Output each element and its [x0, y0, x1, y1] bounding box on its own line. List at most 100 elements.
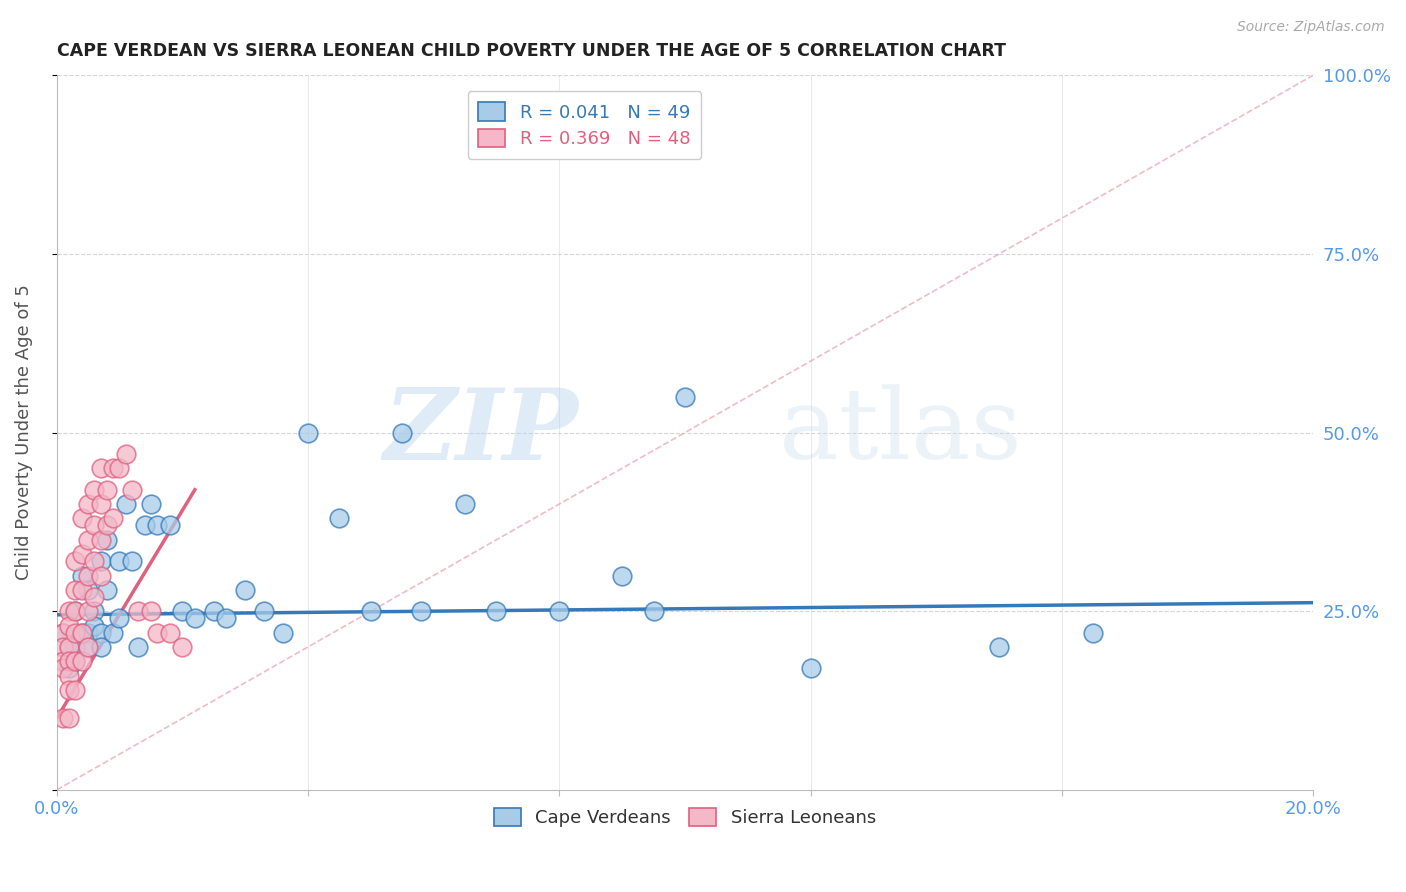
- Point: [800, 661, 823, 675]
- Point: [65, 640, 87, 654]
- Point: [271, 625, 294, 640]
- Point: [65, 554, 87, 568]
- Point: [77, 640, 100, 654]
- Point: [988, 640, 1011, 654]
- Text: ZIP: ZIP: [382, 384, 578, 481]
- Point: [146, 518, 169, 533]
- Point: [96, 483, 118, 497]
- Point: [58, 640, 80, 654]
- Point: [297, 425, 319, 440]
- Point: [70, 654, 93, 668]
- Point: [77, 625, 100, 640]
- Point: [77, 568, 100, 582]
- Point: [70, 625, 93, 640]
- Point: [83, 604, 105, 618]
- Point: [360, 604, 382, 618]
- Point: [108, 611, 131, 625]
- Point: [52, 625, 75, 640]
- Point: [673, 390, 696, 404]
- Point: [70, 625, 93, 640]
- Point: [101, 461, 124, 475]
- Point: [172, 604, 194, 618]
- Point: [65, 625, 87, 640]
- Point: [52, 661, 75, 675]
- Point: [58, 604, 80, 618]
- Point: [58, 668, 80, 682]
- Point: [90, 625, 112, 640]
- Point: [454, 497, 477, 511]
- Point: [90, 497, 112, 511]
- Point: [146, 625, 169, 640]
- Point: [253, 604, 276, 618]
- Point: [134, 518, 156, 533]
- Point: [90, 554, 112, 568]
- Point: [328, 511, 350, 525]
- Point: [409, 604, 432, 618]
- Point: [1083, 625, 1105, 640]
- Point: [96, 582, 118, 597]
- Text: atlas: atlas: [779, 384, 1022, 481]
- Point: [643, 604, 665, 618]
- Point: [90, 461, 112, 475]
- Legend: Cape Verdeans, Sierra Leoneans: Cape Verdeans, Sierra Leoneans: [486, 801, 883, 835]
- Point: [159, 625, 181, 640]
- Point: [108, 461, 131, 475]
- Point: [52, 654, 75, 668]
- Point: [77, 640, 100, 654]
- Point: [127, 604, 149, 618]
- Point: [139, 604, 162, 618]
- Point: [610, 568, 633, 582]
- Point: [65, 582, 87, 597]
- Point: [114, 497, 136, 511]
- Point: [159, 518, 181, 533]
- Point: [70, 568, 93, 582]
- Point: [65, 682, 87, 697]
- Point: [121, 483, 143, 497]
- Point: [83, 618, 105, 632]
- Point: [391, 425, 413, 440]
- Point: [58, 654, 80, 668]
- Point: [52, 711, 75, 725]
- Point: [83, 590, 105, 604]
- Point: [58, 640, 80, 654]
- Point: [83, 518, 105, 533]
- Point: [83, 483, 105, 497]
- Point: [77, 582, 100, 597]
- Point: [139, 497, 162, 511]
- Point: [108, 554, 131, 568]
- Point: [58, 711, 80, 725]
- Point: [70, 582, 93, 597]
- Point: [65, 654, 87, 668]
- Point: [101, 625, 124, 640]
- Point: [127, 640, 149, 654]
- Point: [65, 654, 87, 668]
- Point: [548, 604, 571, 618]
- Point: [83, 554, 105, 568]
- Point: [184, 611, 207, 625]
- Point: [58, 618, 80, 632]
- Point: [65, 604, 87, 618]
- Point: [114, 447, 136, 461]
- Point: [77, 497, 100, 511]
- Text: Source: ZipAtlas.com: Source: ZipAtlas.com: [1237, 20, 1385, 34]
- Point: [90, 533, 112, 547]
- Point: [202, 604, 225, 618]
- Point: [121, 554, 143, 568]
- Point: [101, 511, 124, 525]
- Point: [96, 533, 118, 547]
- Point: [77, 533, 100, 547]
- Point: [90, 640, 112, 654]
- Point: [172, 640, 194, 654]
- Point: [65, 604, 87, 618]
- Point: [52, 640, 75, 654]
- Text: CAPE VERDEAN VS SIERRA LEONEAN CHILD POVERTY UNDER THE AGE OF 5 CORRELATION CHAR: CAPE VERDEAN VS SIERRA LEONEAN CHILD POV…: [56, 42, 1005, 60]
- Point: [96, 518, 118, 533]
- Point: [77, 604, 100, 618]
- Point: [58, 682, 80, 697]
- Point: [233, 582, 256, 597]
- Point: [485, 604, 508, 618]
- Point: [58, 661, 80, 675]
- Point: [70, 547, 93, 561]
- Point: [52, 625, 75, 640]
- Point: [70, 511, 93, 525]
